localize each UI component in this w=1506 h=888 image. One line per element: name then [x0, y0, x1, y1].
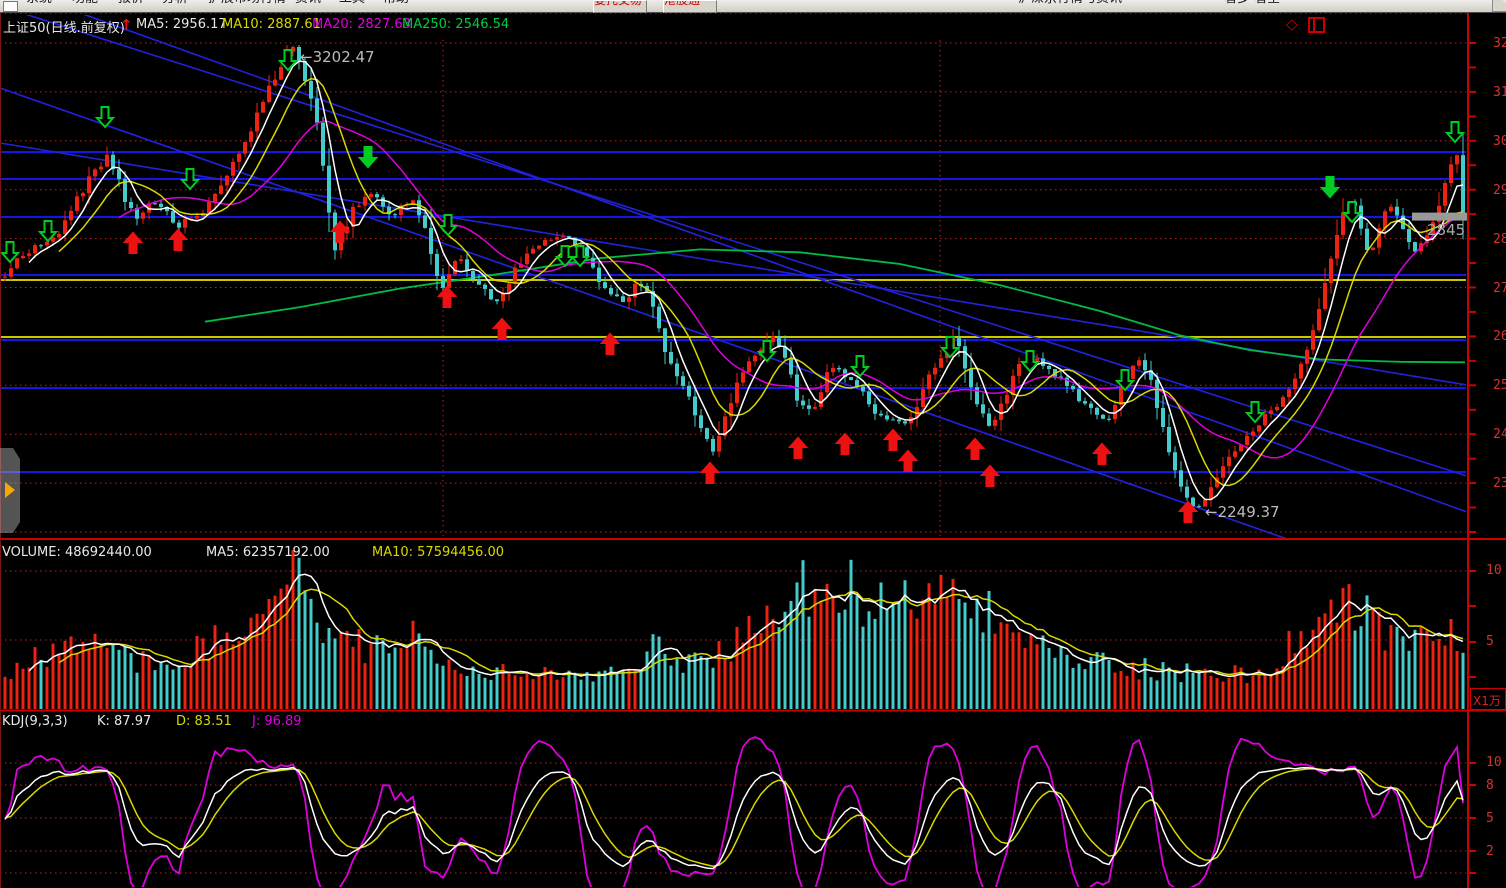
volume-axis-label-0: 10	[1486, 564, 1502, 577]
kdj-j-label: J: 96.89	[252, 714, 302, 729]
price-axis-label-1: 3100	[1493, 85, 1506, 99]
price-axis-label-8: 2400	[1493, 428, 1506, 442]
menu-item-0[interactable]: 系统	[26, 0, 52, 12]
kdj-axis-label-2: 5	[1486, 812, 1494, 825]
diamond-icon[interactable]: ◇	[1286, 15, 1298, 33]
kdj-axis-label-3: 2	[1486, 845, 1494, 858]
price-axis-label-7: 2500	[1493, 379, 1506, 393]
volume-unit-label: X1万	[1473, 694, 1501, 708]
menu-right-text-1: 看多 看空	[1224, 0, 1280, 12]
trough-price-label: ←2249.37	[1205, 503, 1280, 521]
volume-axis-label-1: 5	[1486, 635, 1494, 648]
menu-bar: 系统 功能 报价 分析 扩展市场行情资讯 工具 帮助 委托交易 港股通 沪深京行情与资讯 看多 …	[0, 0, 1506, 13]
volume-ma10-label: MA10: 57594456.00	[372, 545, 505, 560]
split-window-icon[interactable]	[1308, 17, 1325, 33]
expand-arrow-icon	[5, 482, 15, 498]
volume-ma5-label: MA5: 62357192.00	[206, 545, 330, 560]
menu-item-2[interactable]: 报价	[118, 0, 144, 12]
price-axis-label-6: 2600	[1493, 330, 1506, 344]
menu-item-1[interactable]: 功能	[72, 0, 98, 12]
ma20-value-label: MA20: 2827.63	[312, 17, 411, 32]
ma10-value-label: MA10: 2887.61	[222, 17, 321, 32]
peak-price-label: ←3202.47	[300, 48, 375, 66]
menu-item-6[interactable]: 工具	[339, 0, 365, 12]
kdj-axis-label-0: 10	[1486, 756, 1502, 769]
app-icon[interactable]	[3, 1, 18, 12]
kdj-axis-label-1: 8	[1486, 779, 1494, 792]
up-arrow-icon: ↑	[120, 16, 133, 34]
last-price-label: 2845	[1427, 221, 1466, 239]
volume-unit-box: X1万	[1470, 688, 1506, 710]
sidebar-expand-tab[interactable]	[0, 448, 20, 533]
menu-item-7[interactable]: 帮助	[383, 0, 409, 12]
menu-item-4[interactable]: 扩展市场行情	[208, 0, 286, 12]
ma250-value-label: MA250: 2546.54	[402, 17, 510, 32]
price-axis-label-5: 2700	[1493, 281, 1506, 295]
menu-button-0[interactable]: 委托交易	[593, 0, 647, 13]
menu-right-text-0: 沪深京行情与资讯	[1018, 0, 1122, 12]
volume-value-label: VOLUME: 48692440.00	[2, 545, 152, 560]
menu-button-1[interactable]: 港股通	[663, 0, 717, 13]
price-axis-label-0: 3200	[1493, 37, 1506, 50]
price-axis-label-3: 2900	[1493, 183, 1506, 197]
price-axis-label-9: 2300	[1493, 477, 1506, 491]
kdj-k-label: K: 87.97	[97, 714, 152, 729]
chart-title: 上证50(日线.前复权)	[3, 21, 125, 36]
price-axis-label-2: 3000	[1493, 134, 1506, 148]
price-axis-label-4: 2800	[1493, 232, 1506, 246]
menu-item-5[interactable]: 资讯	[295, 0, 321, 12]
kdj-d-label: D: 83.51	[176, 714, 232, 729]
kdj-title-label: KDJ(9,3,3)	[2, 714, 68, 729]
ma5-value-label: MA5: 2956.17	[136, 17, 227, 32]
menu-item-3[interactable]: 分析	[162, 0, 188, 12]
scrollbar-up-arrow[interactable]	[1492, 0, 1506, 12]
